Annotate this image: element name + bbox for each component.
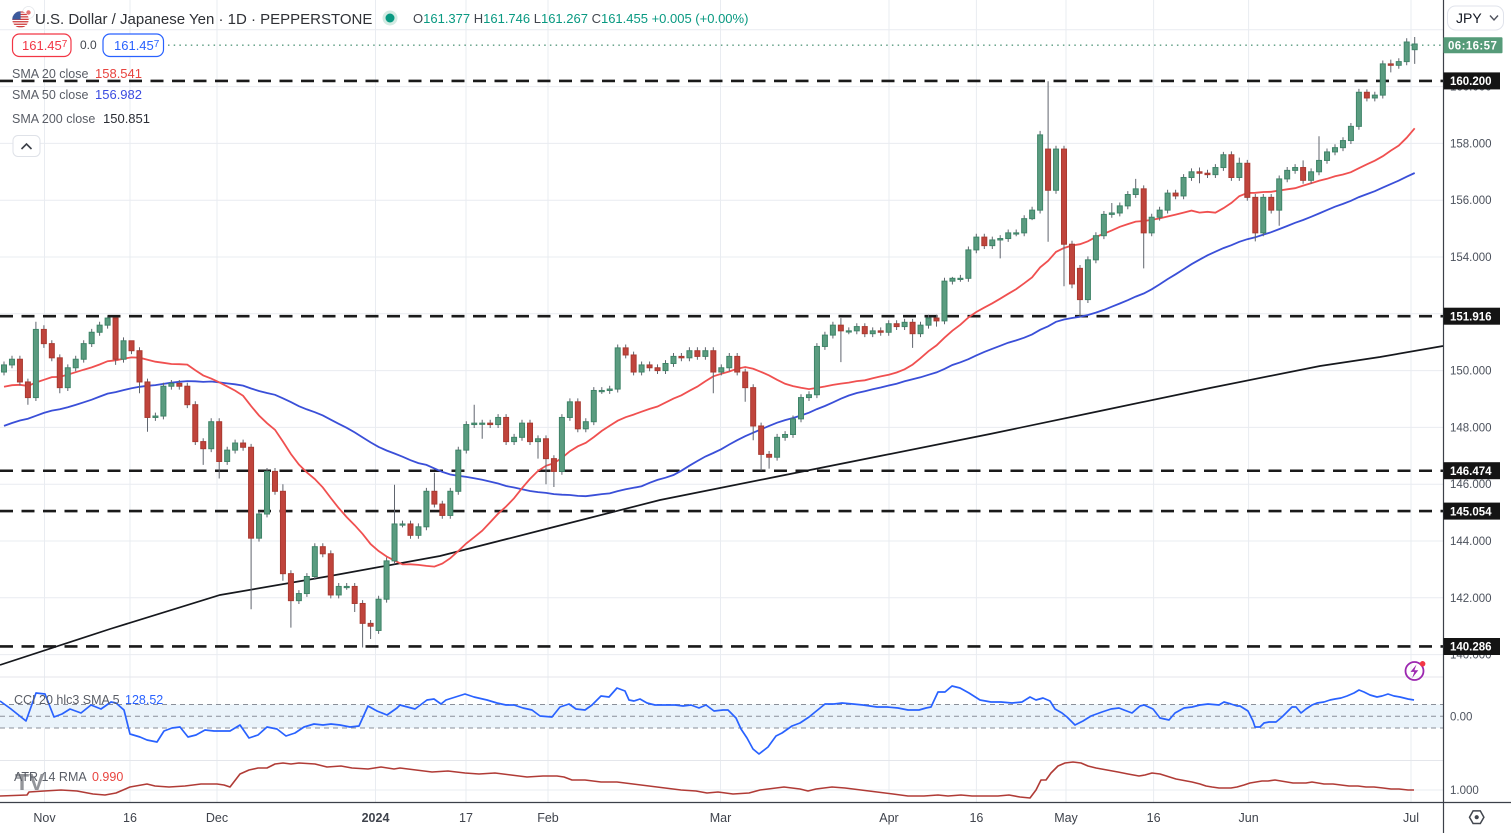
svg-text:156.000: 156.000 xyxy=(1450,195,1492,207)
svg-text:154.000: 154.000 xyxy=(1450,252,1492,264)
svg-text:150.851: 150.851 xyxy=(103,111,150,126)
svg-text:0.00: 0.00 xyxy=(1450,711,1472,723)
svg-text:Feb: Feb xyxy=(537,811,559,825)
svg-text:JPY: JPY xyxy=(1456,10,1482,26)
svg-text:160.200: 160.200 xyxy=(1450,76,1492,88)
svg-text:SMA 50 close: SMA 50 close xyxy=(12,88,88,102)
svg-text:0.0: 0.0 xyxy=(80,38,97,52)
svg-text:16: 16 xyxy=(969,811,983,825)
svg-text:16: 16 xyxy=(123,811,137,825)
svg-text:06:16:57: 06:16:57 xyxy=(1448,41,1497,53)
svg-text:O161.377 H161.746 L161.267 C16: O161.377 H161.746 L161.267 C161.455 +0.0… xyxy=(413,11,748,26)
svg-text:17: 17 xyxy=(459,811,473,825)
svg-text:151.916: 151.916 xyxy=(1450,311,1492,323)
svg-text:Apr: Apr xyxy=(879,811,898,825)
svg-text:U.S. Dollar / Japanese Yen · 1: U.S. Dollar / Japanese Yen · 1D · PEPPER… xyxy=(35,11,372,28)
svg-text:1.000: 1.000 xyxy=(1450,785,1479,797)
svg-text:158.000: 158.000 xyxy=(1450,138,1492,150)
svg-text:Jul: Jul xyxy=(1403,811,1419,825)
svg-text:128.52: 128.52 xyxy=(125,693,163,707)
svg-text:140.286: 140.286 xyxy=(1450,642,1492,654)
svg-text:161.457: 161.457 xyxy=(114,38,160,53)
svg-text:156.982: 156.982 xyxy=(95,87,142,102)
svg-text:145.054: 145.054 xyxy=(1450,506,1492,518)
svg-text:161.457: 161.457 xyxy=(22,38,68,53)
svg-text:ATR 14 RMA: ATR 14 RMA xyxy=(14,770,87,784)
svg-text:2024: 2024 xyxy=(362,811,390,825)
svg-text:146.000: 146.000 xyxy=(1450,479,1492,491)
svg-text:Nov: Nov xyxy=(33,811,56,825)
svg-text:0.990: 0.990 xyxy=(92,770,123,784)
svg-text:TV: TV xyxy=(15,769,45,795)
svg-text:Mar: Mar xyxy=(710,811,732,825)
svg-text:SMA 20 close: SMA 20 close xyxy=(12,67,88,81)
svg-text:May: May xyxy=(1054,811,1078,825)
svg-text:Dec: Dec xyxy=(206,811,228,825)
svg-text:SMA 200 close: SMA 200 close xyxy=(12,112,95,126)
svg-text:148.000: 148.000 xyxy=(1450,422,1492,434)
svg-text:144.000: 144.000 xyxy=(1450,536,1492,548)
svg-text:158.541: 158.541 xyxy=(95,66,142,81)
svg-text:16: 16 xyxy=(1147,811,1161,825)
svg-text:146.474: 146.474 xyxy=(1450,466,1492,478)
svg-text:CCI 20 hlc3 SMA 5: CCI 20 hlc3 SMA 5 xyxy=(14,693,120,707)
svg-text:150.000: 150.000 xyxy=(1450,366,1492,378)
svg-text:142.000: 142.000 xyxy=(1450,593,1492,605)
svg-text:Jun: Jun xyxy=(1239,811,1259,825)
